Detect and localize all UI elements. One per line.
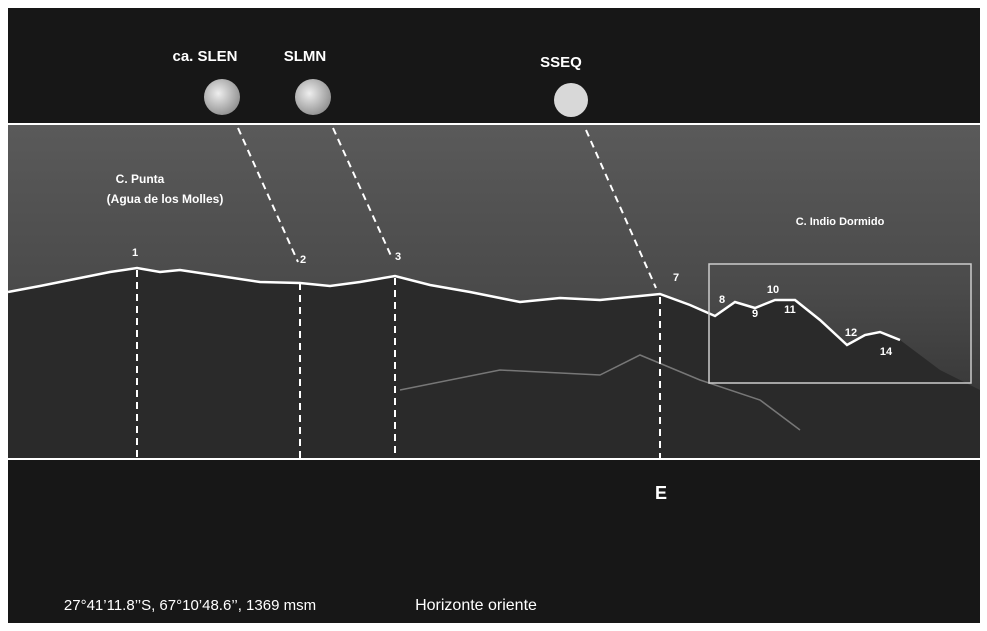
moon bbox=[204, 79, 240, 115]
landmark-label: (Agua de los Molles) bbox=[107, 192, 224, 206]
point-label: 12 bbox=[845, 327, 857, 339]
point-label: 14 bbox=[880, 346, 893, 358]
point-label: 7 bbox=[673, 272, 679, 284]
moon-label: SLMN bbox=[284, 48, 327, 65]
landmark-label: C. Indio Dormido bbox=[796, 216, 885, 228]
point-label: 8 bbox=[719, 294, 725, 306]
moon bbox=[554, 83, 588, 117]
moon-label: SSEQ bbox=[540, 54, 582, 71]
far-ridge bbox=[399, 354, 801, 431]
sight-line bbox=[585, 129, 657, 289]
sight-line bbox=[237, 127, 299, 263]
coordinates: 27°41’11.8’’S, 67°10’48.6’’, 1369 msm bbox=[64, 597, 316, 614]
point-label: 1 bbox=[132, 247, 138, 259]
moon-label: ca. SLEN bbox=[172, 48, 237, 65]
point-label: 11 bbox=[784, 304, 796, 316]
horizon-line bbox=[7, 266, 901, 347]
ground bbox=[8, 268, 980, 459]
point-label: 2 bbox=[300, 254, 306, 266]
point-label: 3 bbox=[395, 251, 401, 263]
highlight-box bbox=[708, 263, 972, 384]
direction-label: E bbox=[655, 483, 667, 503]
moon bbox=[295, 79, 331, 115]
point-label: 10 bbox=[767, 284, 779, 296]
caption: Horizonte oriente bbox=[415, 597, 537, 614]
landmark-label: C. Punta bbox=[116, 172, 165, 186]
point-label: 9 bbox=[752, 308, 758, 320]
